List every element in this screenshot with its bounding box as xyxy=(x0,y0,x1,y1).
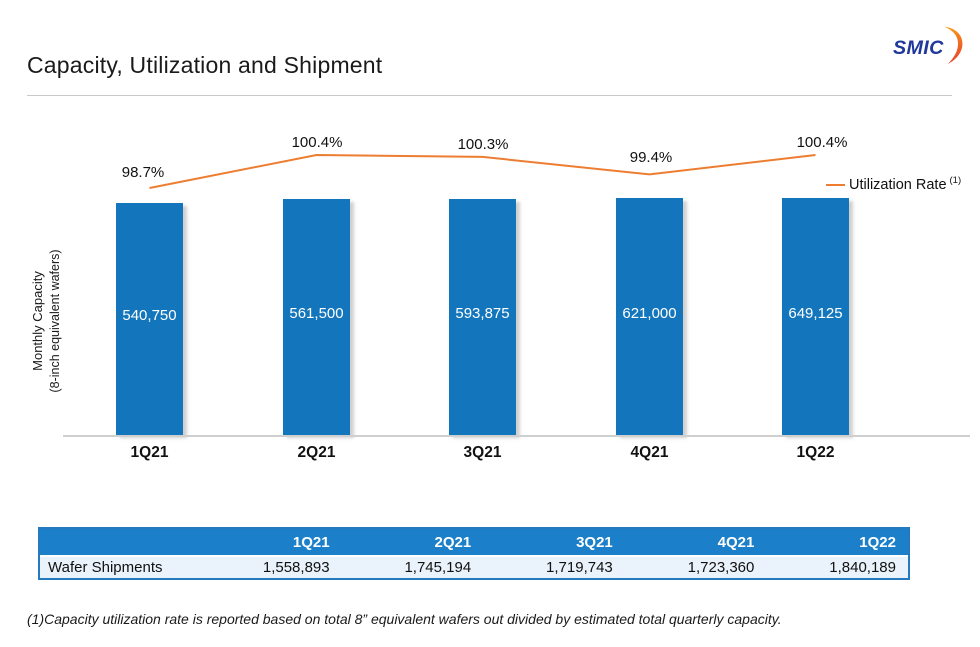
table-header-cell: 1Q21 xyxy=(200,529,342,555)
utilization-line-layer xyxy=(149,153,816,189)
table-value-cell: 1,745,194 xyxy=(341,555,484,578)
header-divider xyxy=(27,95,952,96)
table-row-header: Wafer Shipments xyxy=(40,555,200,578)
utilization-point-label: 100.4% xyxy=(796,134,848,151)
logo-swoosh-icon xyxy=(944,26,963,64)
table-header-cell: 1Q22 xyxy=(766,529,908,555)
bar-value-label: 593,875 xyxy=(455,305,510,322)
page-title: Capacity, Utilization and Shipment xyxy=(27,52,383,78)
wafer-shipments-table: 1Q21 2Q21 3Q21 4Q21 1Q22 Wafer Shipments 1,5… xyxy=(38,527,910,580)
utilization-point-label: 100.3% xyxy=(457,136,509,153)
x-axis-line xyxy=(63,435,970,437)
table-header-cell: 4Q21 xyxy=(624,529,767,555)
utilization-point-label: 99.4% xyxy=(629,149,673,166)
table-data-row: Wafer Shipments 1,558,893 1,745,194 1,719,… xyxy=(40,555,908,578)
table-header-empty-cell xyxy=(40,529,200,555)
utilization-line xyxy=(149,153,816,189)
table-value-cell: 1,723,360 xyxy=(624,555,767,578)
bar-value-label: 561,500 xyxy=(289,305,344,322)
capacity-chart: Monthly Capacity (8-inch equivalent wafe… xyxy=(0,110,980,480)
bar-value-label: 621,000 xyxy=(622,305,677,322)
bar-value-label: 540,750 xyxy=(122,307,177,324)
x-axis-label: 1Q22 xyxy=(796,444,835,461)
capacity-bar: 621,000 xyxy=(616,198,683,435)
table-header-row: 1Q21 2Q21 3Q21 4Q21 1Q22 xyxy=(40,529,908,555)
utilization-point-label: 98.7% xyxy=(121,164,165,181)
capacity-bar: 593,875 xyxy=(449,199,516,435)
table-value-cell: 1,558,893 xyxy=(200,555,342,578)
smic-logo: SMIC xyxy=(893,26,963,64)
legend-label: Utilization Rate xyxy=(849,177,947,193)
capacity-bar: 540,750 xyxy=(116,203,183,435)
capacity-bar: 561,500 xyxy=(283,199,350,435)
table-header-cell: 3Q21 xyxy=(483,529,625,555)
bar-value-label: 649,125 xyxy=(788,305,843,322)
table-value-cell: 1,840,189 xyxy=(766,555,908,578)
footnote: (1)Capacity utilization rate is reported… xyxy=(27,611,782,627)
table-header-cell: 2Q21 xyxy=(341,529,484,555)
utilization-legend: Utilization Rate (1) xyxy=(826,174,962,193)
table-value-cell: 1,719,743 xyxy=(483,555,625,578)
logo-text: SMIC xyxy=(893,37,944,59)
legend-footnote-ref: (1) xyxy=(949,174,962,186)
x-axis-label: 1Q21 xyxy=(130,444,169,461)
utilization-point-label: 100.4% xyxy=(291,134,343,151)
capacity-bar: 649,125 xyxy=(782,198,849,435)
legend-line-icon xyxy=(826,183,845,187)
x-axis-label: 2Q21 xyxy=(297,444,336,461)
x-axis-label: 4Q21 xyxy=(630,444,669,461)
x-axis-label: 3Q21 xyxy=(463,444,502,461)
